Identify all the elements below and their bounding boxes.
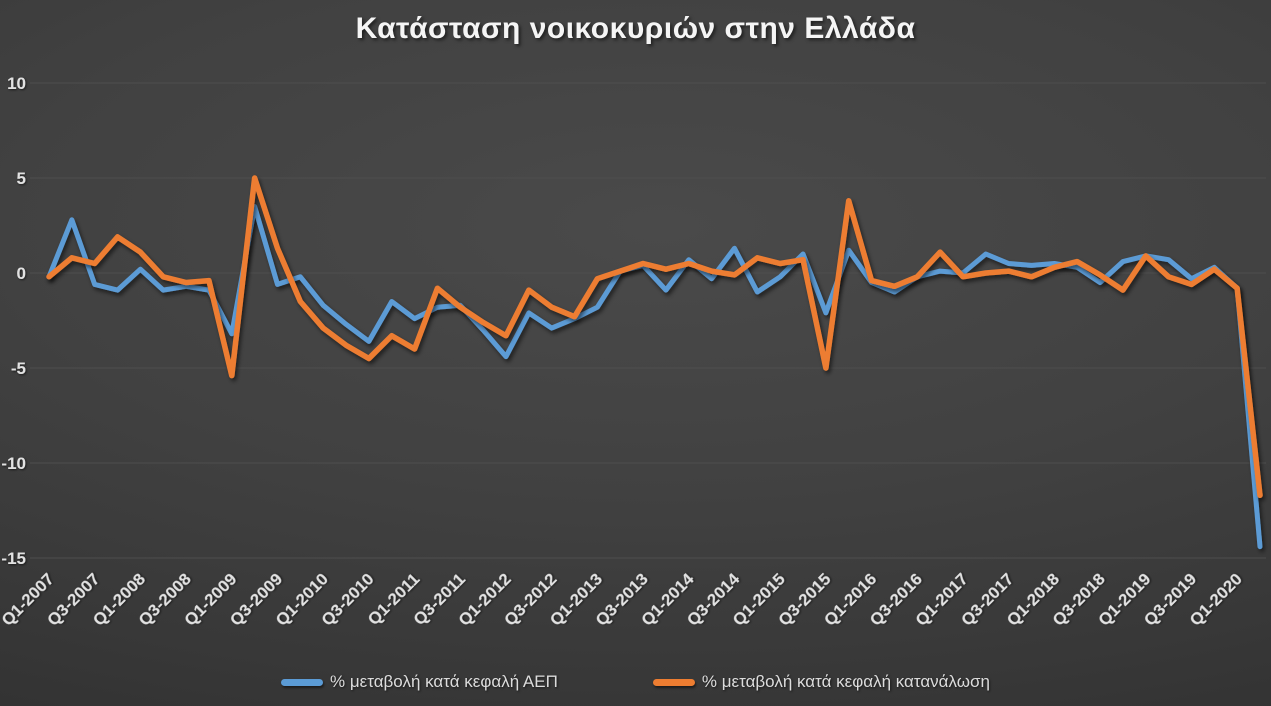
y-tick-label: 5 bbox=[17, 169, 26, 188]
y-tick-label: -5 bbox=[11, 359, 26, 378]
legend-item-consumption: % μεταβολή κατά κεφαλή κατανάλωση bbox=[652, 672, 990, 692]
chart-title: Κατάσταση νοικοκυριών στην Ελλάδα bbox=[355, 12, 916, 45]
series-lines-group bbox=[46, 175, 1263, 550]
legend-label-gdp: % μεταβολή κατά κεφαλή ΑΕΠ bbox=[330, 672, 558, 691]
legend-label-consumption: % μεταβολή κατά κεφαλή κατανάλωση bbox=[701, 672, 990, 691]
legend-swatch-gdp-icon bbox=[281, 678, 324, 686]
chart-legend: % μεταβολή κατά κεφαλή ΑΕΠ % μεταβολή κα… bbox=[0, 672, 1271, 692]
y-tick-label: -10 bbox=[1, 454, 26, 473]
y-tick-label: -15 bbox=[1, 549, 26, 568]
x-axis-labels-group: Q1-2007Q3-2007Q1-2008Q3-2008Q1-2009Q3-20… bbox=[0, 569, 1246, 630]
y-tick-label: 0 bbox=[17, 264, 26, 283]
series-line-consumption bbox=[46, 175, 1263, 499]
gridlines-group bbox=[30, 82, 1266, 559]
y-axis-labels-group: 10 5 0 -5 -10 -15 bbox=[1, 74, 26, 568]
y-tick-label: 10 bbox=[7, 74, 26, 93]
legend-item-gdp: % μεταβολή κατά κεφαλή ΑΕΠ bbox=[281, 672, 558, 692]
legend-swatch-consumption-icon bbox=[652, 678, 695, 686]
